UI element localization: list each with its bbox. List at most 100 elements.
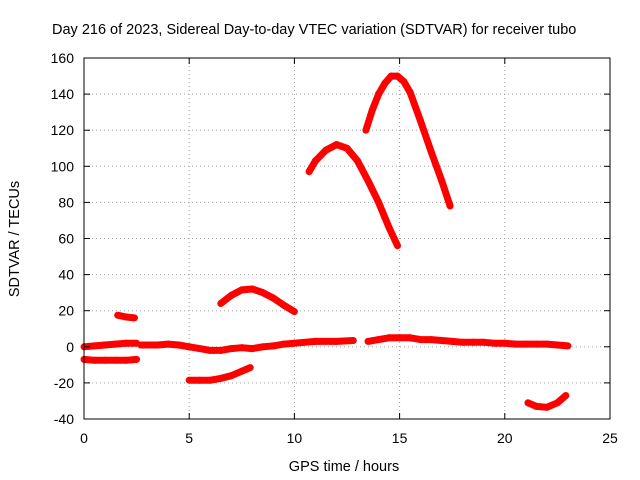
data-point [438,177,446,185]
x-tick-label: 10 [287,430,303,446]
data-point [114,311,122,319]
data-point [290,308,298,316]
data-point [112,340,120,348]
data-point [122,313,130,321]
series-arc-7 [306,141,401,248]
axis-ticks [83,57,611,420]
data-point [217,346,225,354]
data-point [164,340,172,348]
data-point [311,337,319,345]
y-tick-label: 80 [58,194,74,210]
data-point [112,356,120,364]
data-point [246,364,254,372]
data-point [259,289,267,297]
y-tick-label: 20 [58,303,74,319]
data-point [217,300,225,307]
data-point [91,342,98,350]
data-point [406,334,414,342]
data-point [387,72,395,80]
data-point [480,338,488,346]
data-point [562,392,570,399]
data-point [417,336,425,344]
data-point [400,78,408,85]
grid [84,58,610,419]
data-point [511,340,519,348]
data-point [522,340,530,348]
y-tick-label: -20 [54,375,74,391]
data-point [368,106,376,114]
y-tick-label: 160 [51,50,75,66]
chart-title: Day 216 of 2023, Sidereal Day-to-day VTE… [52,22,576,38]
data-point [280,340,288,348]
data-point [469,338,477,346]
data-point [311,157,319,165]
data-point [385,334,393,342]
data-point [553,341,561,349]
data-point [448,337,456,345]
data-point [322,146,330,154]
data-point [490,339,498,347]
data-point [305,168,313,176]
data-point [406,88,414,96]
y-tick-labels: -40 -20 0 20 40 60 80 100 120 140 160 [51,50,75,427]
data-point [122,339,130,347]
data-point [238,344,246,352]
x-tick-label: 5 [185,430,193,446]
data-point [543,340,551,348]
data-point [446,202,454,210]
data-point [227,372,235,380]
data-series [80,72,572,411]
data-point [133,355,141,363]
data-point [217,374,225,382]
data-point [290,339,298,347]
data-point [333,337,340,345]
data-point [101,356,109,364]
data-point [427,336,435,344]
data-point [238,286,246,294]
x-tick-label: 20 [497,430,513,446]
x-tick-label: 0 [80,430,88,446]
data-point [459,338,467,346]
data-point [417,117,425,125]
data-point [532,402,540,410]
data-point [248,345,256,353]
data-point [154,341,162,349]
data-point [131,314,138,322]
data-point [396,334,404,342]
data-point [427,148,435,156]
data-point [227,291,235,299]
y-tick-label: 40 [58,267,74,283]
data-point [543,403,551,411]
data-point [238,367,246,375]
data-point [381,79,389,87]
data-point [394,72,401,80]
data-point [185,376,193,384]
y-tick-label: -40 [54,411,74,427]
data-point [375,198,383,206]
y-tick-label: 140 [51,86,75,102]
data-point [101,341,109,349]
y-tick-label: 60 [58,231,74,247]
data-point [196,376,204,384]
y-tick-label: 0 [66,339,74,355]
data-point [501,339,509,347]
data-point [280,301,288,309]
data-point [343,144,351,152]
data-point [375,90,383,98]
y-axis-label: SDTVAR / TECUs [7,181,23,297]
data-point [206,376,214,384]
y-tick-label: 100 [51,158,75,174]
data-point [227,345,235,353]
y-tick-label: 120 [51,122,75,138]
x-tick-label: 25 [602,430,618,446]
data-point [364,337,372,345]
data-point [349,337,357,344]
data-point [137,341,145,349]
data-point [553,399,561,407]
data-point [196,345,204,353]
x-tick-label: 15 [392,430,408,446]
data-point [532,340,540,348]
x-axis-label: GPS time / hours [289,459,399,475]
